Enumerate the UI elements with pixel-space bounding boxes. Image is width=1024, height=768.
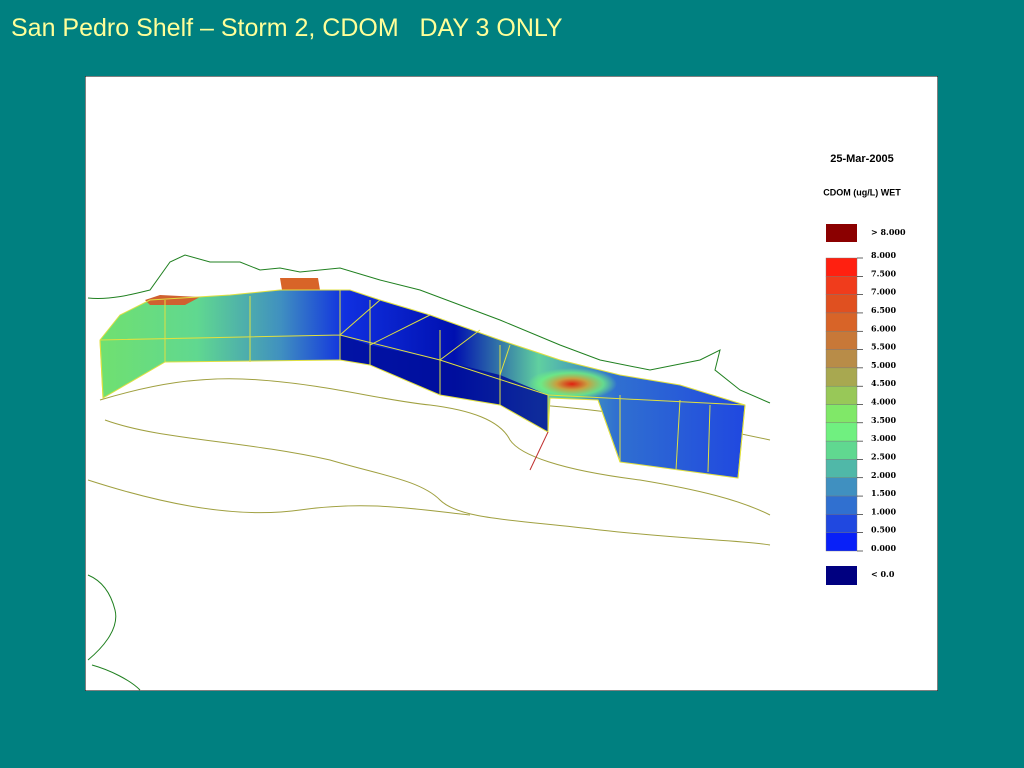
colorbar-bin [825, 404, 858, 424]
colorbar-bin [825, 532, 858, 552]
transect-line [529, 431, 549, 471]
legend-date: 25-Mar-2005 [830, 153, 894, 165]
slide-title: San Pedro Shelf – Storm 2, CDOM DAY 3 ON… [11, 14, 563, 42]
coastline [87, 254, 771, 691]
colorbar-bin [825, 294, 858, 314]
legend-swatch [826, 224, 857, 242]
legend-variable: CDOM (ug/L) WET [823, 187, 901, 197]
colorbar-bin [825, 440, 858, 460]
legend-label: < 0.0 [871, 569, 895, 579]
model-front-face [340, 335, 548, 432]
legend: 25-Mar-2005 CDOM (ug/L) WET > 8.000 8.000… [823, 153, 906, 585]
colorbar-bin [825, 459, 858, 478]
legend-label: 3.000 [871, 433, 896, 443]
colorbar-bin [825, 349, 858, 369]
legend-swatch [826, 566, 857, 585]
legend-label: 0.000 [871, 543, 896, 553]
cdom-hotspot [527, 368, 617, 400]
legend-label: 7.000 [871, 287, 896, 297]
legend-label: 6.000 [871, 323, 896, 333]
colorbar-bin [825, 312, 858, 332]
colorbar-bin [825, 514, 858, 533]
legend-label: 3.500 [871, 415, 896, 425]
legend-label: 1.500 [871, 488, 896, 498]
bathymetry-contours [87, 378, 771, 546]
legend-label: 7.500 [871, 268, 896, 278]
colorbar-bin [825, 422, 858, 442]
colorbar-bin [825, 385, 858, 405]
map-panel: 25-Mar-2005 CDOM (ug/L) WET > 8.000 8.000… [85, 76, 938, 691]
legend-label: 5.000 [871, 360, 896, 370]
legend-label: 0.500 [871, 525, 896, 535]
legend-label: 4.500 [871, 378, 896, 388]
legend-label: 2.500 [871, 451, 896, 461]
colorbar-bin [825, 477, 858, 497]
legend-label: 8.000 [871, 250, 896, 260]
colorbar-bin [825, 257, 858, 277]
cdom-hotspot-harbor [280, 278, 320, 290]
colorbar-bin [825, 367, 858, 387]
model-grid [99, 289, 746, 479]
legend-label: 6.500 [871, 305, 896, 315]
colorbar-bin [825, 331, 858, 350]
legend-label: 4.000 [871, 397, 896, 407]
colorbar-bin [825, 276, 858, 295]
legend-label: 5.500 [871, 342, 896, 352]
legend-label: > 8.000 [871, 227, 906, 237]
legend-label: 1.000 [871, 506, 896, 516]
legend-label: 2.000 [871, 470, 896, 480]
colorbar-bin [825, 495, 858, 515]
